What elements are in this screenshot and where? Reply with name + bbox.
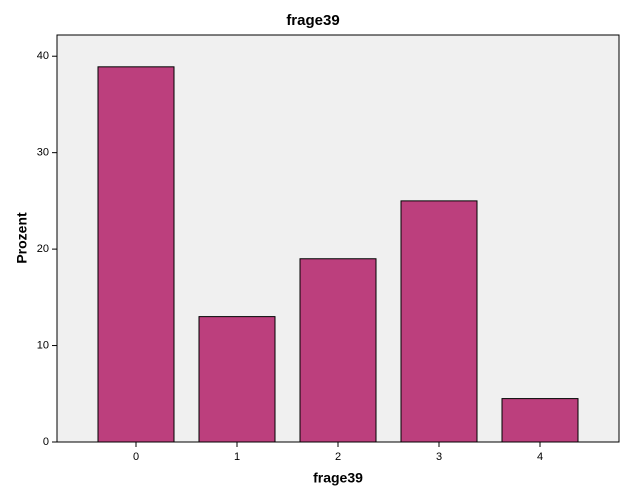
bar xyxy=(299,258,377,443)
y-tick-label: 30 xyxy=(37,147,49,159)
chart-title: frage39 xyxy=(286,12,339,29)
bar xyxy=(97,66,175,443)
x-tick-label: 0 xyxy=(133,451,139,463)
y-tick-label: 10 xyxy=(37,339,49,351)
bar xyxy=(501,398,579,443)
bar xyxy=(400,200,478,443)
y-tick-label: 40 xyxy=(37,50,49,62)
x-tick-label: 2 xyxy=(335,451,341,463)
y-axis-label: Prozent xyxy=(14,212,30,264)
y-tick-label: 0 xyxy=(43,436,49,448)
x-tick-label: 1 xyxy=(234,451,240,463)
bar xyxy=(198,316,276,443)
y-tick-label: 20 xyxy=(37,243,49,255)
x-tick-label: 4 xyxy=(537,451,543,463)
x-axis-label: frage39 xyxy=(313,470,363,486)
x-tick-label: 3 xyxy=(436,451,442,463)
